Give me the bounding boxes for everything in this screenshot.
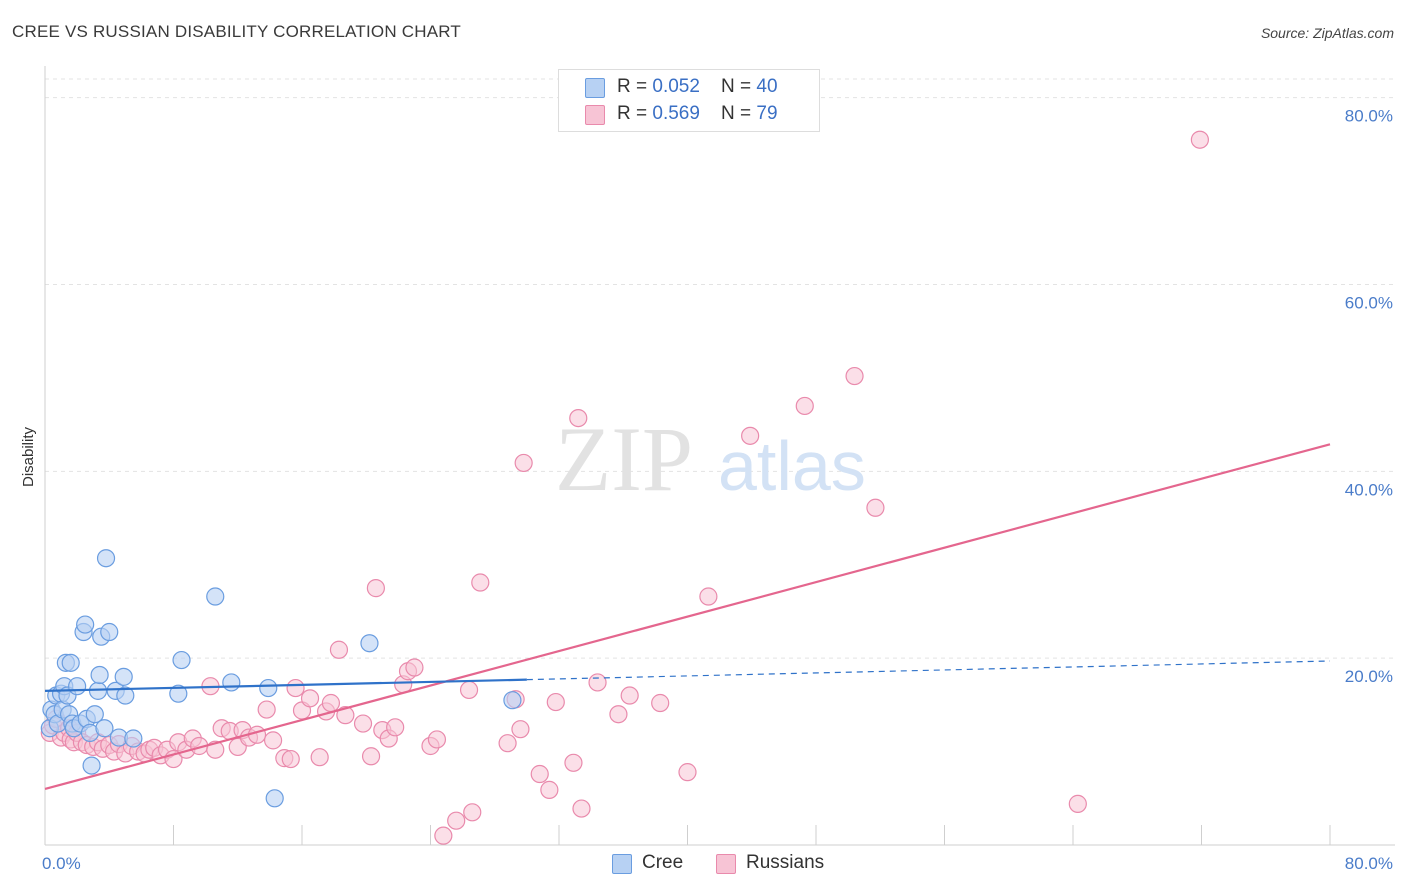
russians-point bbox=[310, 748, 329, 767]
russians-point bbox=[329, 640, 349, 659]
legend-n-value: 79 bbox=[756, 103, 778, 124]
russians-point bbox=[741, 426, 760, 445]
russians-trend-line bbox=[44, 443, 1331, 791]
russians-point bbox=[463, 803, 482, 822]
cree-point bbox=[259, 678, 278, 698]
russians-point bbox=[386, 718, 405, 737]
russians-point bbox=[651, 693, 670, 713]
tick-labels: 20.0% 40.0% 60.0% 80.0% 0.0% 80.0% bbox=[42, 107, 1393, 873]
y-tick-label: 40.0% bbox=[1345, 480, 1393, 499]
russians-point bbox=[459, 680, 479, 700]
cree-point bbox=[95, 719, 114, 738]
cree-point bbox=[96, 549, 116, 568]
russians-point bbox=[336, 706, 355, 725]
legend-r-value: 0.052 bbox=[652, 76, 700, 97]
russians-point bbox=[471, 573, 490, 592]
cree-point bbox=[124, 729, 143, 748]
russians-point bbox=[572, 799, 591, 818]
legend-r-label: R = bbox=[617, 76, 653, 97]
russians-point bbox=[321, 693, 341, 713]
russians-point bbox=[699, 587, 718, 606]
cree-point bbox=[85, 705, 104, 724]
y-tick-label: 80.0% bbox=[1345, 107, 1393, 126]
russians-point bbox=[569, 408, 588, 428]
cree-point bbox=[61, 653, 80, 672]
cree-point bbox=[90, 665, 109, 685]
legend-r-value: 0.569 bbox=[652, 103, 700, 124]
legend-r-label: R = bbox=[617, 103, 653, 124]
cree-point bbox=[116, 686, 135, 705]
y-tick-label: 20.0% bbox=[1345, 667, 1393, 686]
russians-point bbox=[353, 714, 373, 733]
russians-point bbox=[511, 720, 530, 739]
legend-n-label: N = bbox=[721, 76, 757, 97]
russians-point bbox=[447, 811, 466, 830]
legend-n-value: 40 bbox=[756, 76, 778, 97]
russians-point bbox=[620, 686, 639, 705]
watermark-atlas: atlas bbox=[718, 427, 866, 505]
source-label: Source: ZipAtlas.com bbox=[1260, 25, 1394, 41]
russians-point bbox=[609, 705, 628, 724]
russians-point bbox=[546, 692, 565, 712]
cree-point bbox=[265, 789, 284, 808]
grid-lines bbox=[45, 78, 1395, 659]
russians-point bbox=[361, 747, 381, 766]
cree-point bbox=[360, 634, 379, 653]
cree-point bbox=[503, 691, 522, 710]
russians-point bbox=[514, 453, 533, 473]
russians-point bbox=[498, 734, 517, 753]
watermark: ZIP atlas bbox=[555, 408, 866, 510]
bottom-label-russians: Russians bbox=[746, 852, 825, 873]
legend-n-label: N = bbox=[721, 103, 757, 124]
x-tick-label: 80.0% bbox=[1345, 854, 1393, 873]
legend-swatch-russians bbox=[585, 105, 605, 125]
russians-point bbox=[866, 498, 885, 517]
chart-title: CREE VS RUSSIAN DISABILITY CORRELATION C… bbox=[12, 22, 462, 41]
russians-point bbox=[405, 658, 424, 677]
russians-point bbox=[257, 700, 276, 719]
cree-point bbox=[172, 650, 191, 670]
cree-point bbox=[169, 684, 188, 703]
russians-point bbox=[588, 673, 607, 692]
y-axis-label: Disability bbox=[20, 426, 37, 487]
cree-trend-line-extended bbox=[526, 660, 1331, 681]
russians-point bbox=[845, 366, 864, 386]
russians-point bbox=[530, 764, 549, 784]
russians-point bbox=[286, 678, 305, 698]
legend-swatch-cree bbox=[585, 78, 605, 98]
bottom-swatch-cree bbox=[612, 854, 632, 874]
russians-point bbox=[564, 753, 583, 772]
cree-series bbox=[40, 549, 522, 808]
cree-point bbox=[82, 756, 101, 775]
cree-point bbox=[76, 615, 95, 634]
russians-point bbox=[1190, 130, 1209, 149]
cree-point bbox=[206, 587, 225, 606]
russians-point bbox=[434, 826, 453, 845]
cree-point bbox=[114, 667, 133, 686]
russians-point bbox=[263, 731, 283, 750]
russians-point bbox=[300, 689, 320, 708]
cree-point bbox=[68, 677, 87, 696]
correlation-legend: R = 0.052 N = 40 R = 0.569 N = 79 bbox=[558, 69, 820, 132]
cree-point bbox=[222, 673, 241, 692]
russians-point bbox=[427, 730, 447, 749]
russians-point bbox=[540, 780, 559, 799]
cree-point bbox=[100, 622, 119, 642]
russians-point bbox=[366, 579, 385, 598]
russians-point bbox=[281, 749, 300, 769]
x-tick-label: 0.0% bbox=[42, 854, 81, 873]
y-tick-label: 60.0% bbox=[1345, 294, 1393, 313]
russians-point bbox=[678, 763, 697, 782]
cree-trend-line bbox=[44, 678, 527, 692]
bottom-swatch-russians bbox=[716, 854, 736, 874]
russians-point bbox=[1068, 794, 1087, 813]
russians-point bbox=[795, 396, 814, 416]
trend-lines bbox=[44, 443, 1331, 791]
bottom-label-cree: Cree bbox=[642, 852, 684, 873]
